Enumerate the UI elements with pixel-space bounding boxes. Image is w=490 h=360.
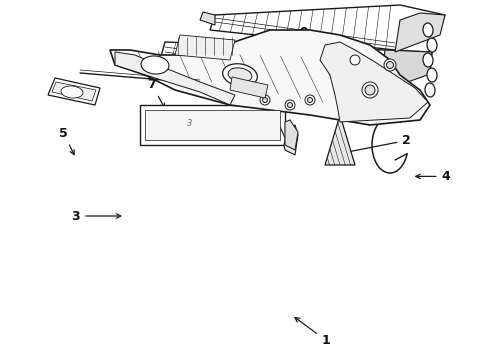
Text: 1: 1 <box>295 318 330 347</box>
Circle shape <box>308 98 313 103</box>
Polygon shape <box>380 50 432 92</box>
Polygon shape <box>325 115 355 165</box>
Circle shape <box>305 95 315 105</box>
Text: 4: 4 <box>416 170 450 183</box>
Text: 8: 8 <box>260 31 271 63</box>
Ellipse shape <box>427 68 437 82</box>
Ellipse shape <box>228 68 252 82</box>
Polygon shape <box>110 30 430 125</box>
Ellipse shape <box>423 53 433 67</box>
Circle shape <box>285 100 295 110</box>
Polygon shape <box>210 5 445 50</box>
Text: 3: 3 <box>72 210 121 222</box>
Polygon shape <box>395 13 445 52</box>
Polygon shape <box>284 125 298 155</box>
Polygon shape <box>140 105 285 145</box>
Circle shape <box>288 103 293 108</box>
Polygon shape <box>230 77 268 98</box>
Circle shape <box>384 59 396 71</box>
Polygon shape <box>320 42 428 122</box>
Polygon shape <box>52 82 96 101</box>
Polygon shape <box>200 12 215 25</box>
Polygon shape <box>175 35 235 60</box>
Polygon shape <box>48 78 100 105</box>
Circle shape <box>362 82 378 98</box>
Polygon shape <box>160 42 432 90</box>
Ellipse shape <box>222 64 257 86</box>
Circle shape <box>387 62 393 68</box>
Circle shape <box>260 95 270 105</box>
Text: 5: 5 <box>59 127 74 155</box>
Text: 3: 3 <box>187 118 193 127</box>
Polygon shape <box>115 52 235 105</box>
Ellipse shape <box>141 56 169 74</box>
Circle shape <box>350 55 360 65</box>
Text: 6: 6 <box>238 105 269 134</box>
Text: 9: 9 <box>299 26 308 53</box>
Polygon shape <box>145 110 280 140</box>
Text: 2: 2 <box>337 134 411 155</box>
Text: 7: 7 <box>147 78 165 108</box>
Polygon shape <box>285 120 298 150</box>
Circle shape <box>263 98 268 103</box>
Ellipse shape <box>423 23 433 37</box>
Circle shape <box>365 85 375 95</box>
Ellipse shape <box>427 38 437 52</box>
Ellipse shape <box>425 83 435 97</box>
Ellipse shape <box>61 86 83 98</box>
